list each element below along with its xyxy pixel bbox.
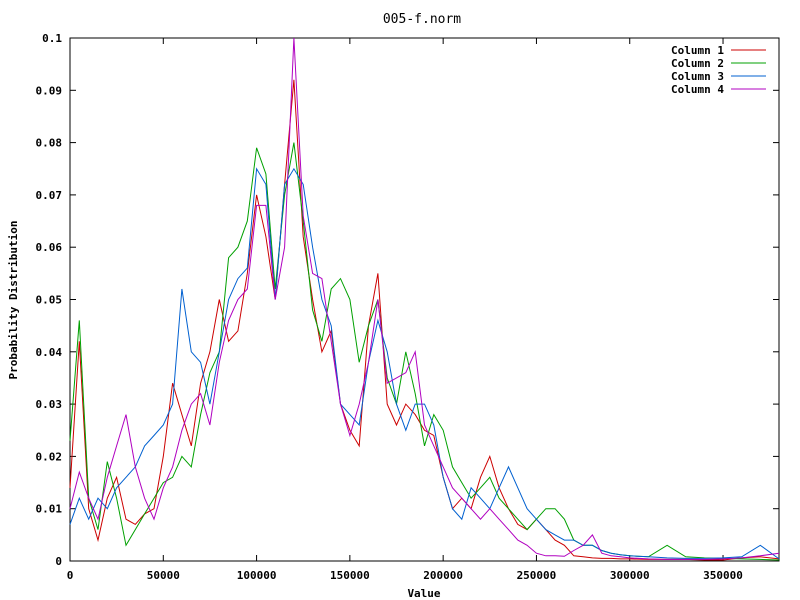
series-line-1 xyxy=(69,79,780,561)
x-axis: 0 50000 100000 150000 200000 250000 300000 3500… xyxy=(67,38,743,582)
series-line-3 xyxy=(69,167,780,560)
series-lines xyxy=(69,37,780,561)
x-axis-label: Value xyxy=(407,587,440,600)
y-tick-label: 0.03 xyxy=(36,398,63,411)
x-tick-label: 100000 xyxy=(237,569,277,582)
y-tick-label: 0.05 xyxy=(36,294,63,307)
legend-label: Column 2 xyxy=(671,57,724,70)
x-tick-label: 200000 xyxy=(423,569,463,582)
y-tick-label: 0.09 xyxy=(36,84,63,97)
plot-frame xyxy=(69,37,780,562)
y-tick-label: 0.01 xyxy=(36,503,63,516)
x-tick-label: 300000 xyxy=(610,569,650,582)
y-tick-label: 0.1 xyxy=(42,32,62,45)
y-tick-label: 0.04 xyxy=(36,346,63,359)
legend-label: Column 1 xyxy=(671,44,724,57)
x-tick-label: 50000 xyxy=(147,569,180,582)
y-tick-label: 0 xyxy=(55,555,62,568)
y-axis: 0 0.01 0.02 0.03 0.04 0.05 0.06 0.07 0.08 0.09 0.1 xyxy=(36,32,779,568)
legend-label: Column 3 xyxy=(671,70,724,83)
series-line-2 xyxy=(69,142,780,561)
y-tick-label: 0.06 xyxy=(36,241,63,254)
y-tick-label: 0.08 xyxy=(36,137,63,150)
x-tick-label: 150000 xyxy=(330,569,370,582)
x-tick-label: 350000 xyxy=(703,569,743,582)
x-tick-label: 0 xyxy=(67,569,74,582)
y-axis-label: Probability Distribution xyxy=(7,221,20,380)
chart-title: 005-f.norm xyxy=(383,12,461,27)
y-tick-label: 0.02 xyxy=(36,450,63,463)
x-tick-label: 250000 xyxy=(517,569,557,582)
series-line-4 xyxy=(69,37,780,560)
legend-label: Column 4 xyxy=(671,83,724,96)
y-tick-label: 0.07 xyxy=(36,189,63,202)
